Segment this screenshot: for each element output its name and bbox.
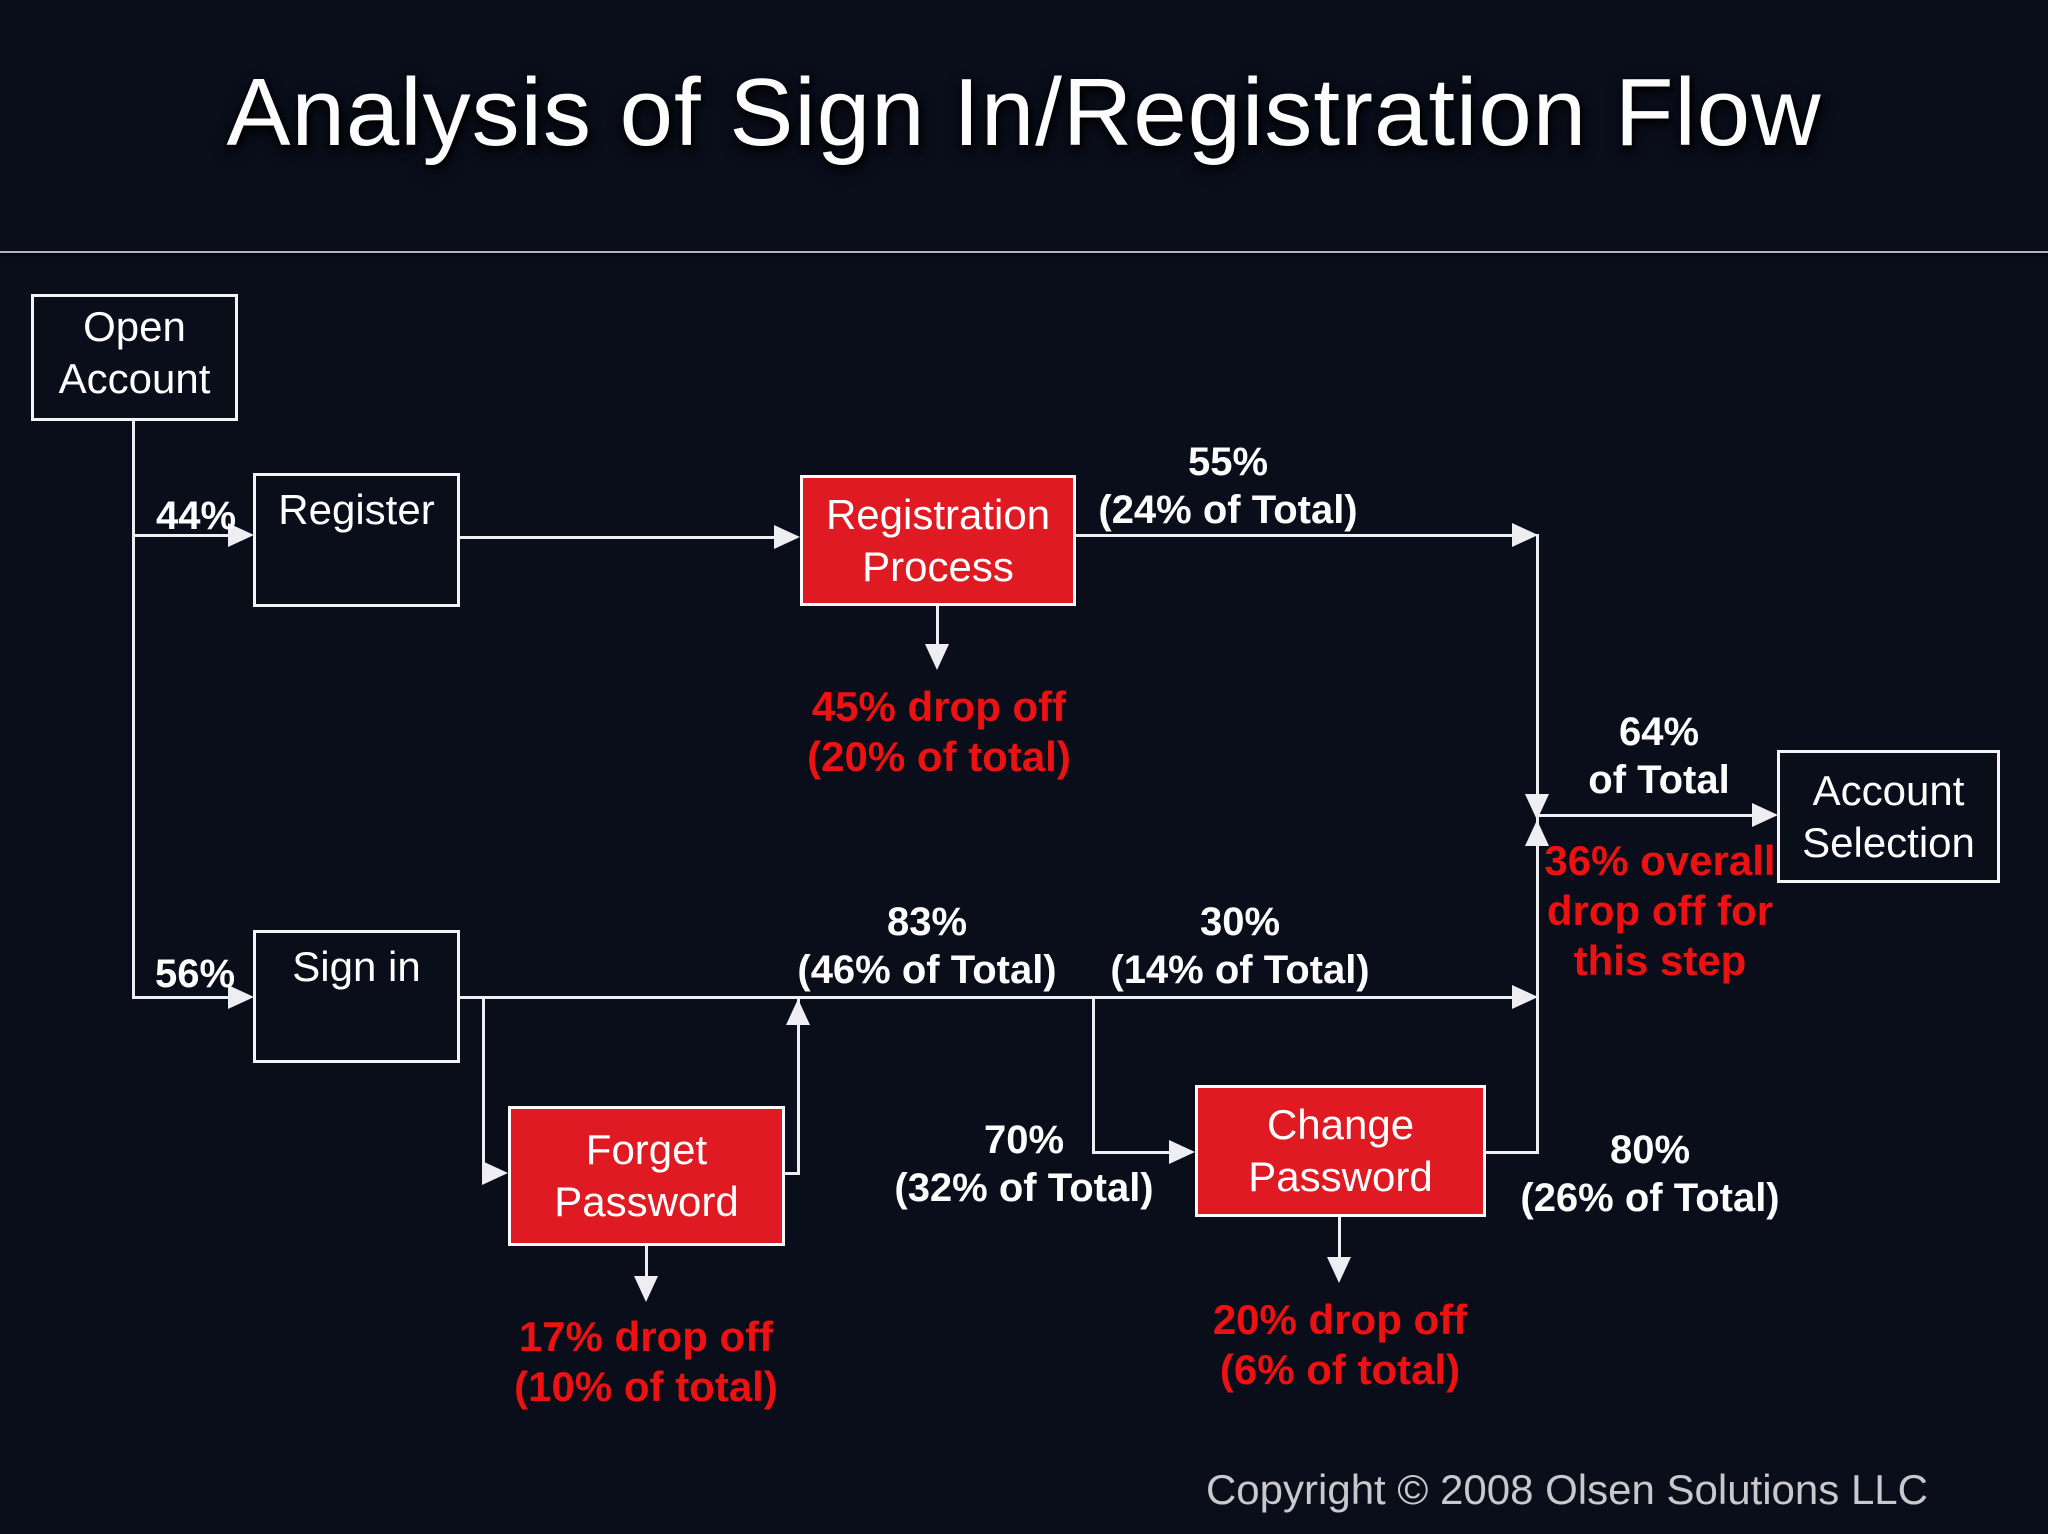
connector-open-register (132, 534, 228, 537)
connector-change-drop (1092, 996, 1095, 1154)
dropoff-label-line: 17% drop off (518, 1313, 774, 1360)
node-label: Sign in (292, 943, 421, 990)
arrowhead-right-icon (1512, 985, 1538, 1009)
connector-rail-selection (1539, 814, 1752, 817)
connector-register-process (460, 536, 774, 539)
edge-label-44pct: 44% (155, 494, 237, 538)
dropoff-label-line: (10% of total) (514, 1363, 778, 1410)
arrowhead-down-icon (1327, 1257, 1351, 1283)
arrowhead-right-icon (1752, 803, 1778, 827)
dropoff-label-forget: 17% drop off (10% of total) (514, 1312, 778, 1412)
node-sign-in: Sign in (253, 930, 460, 1063)
arrowhead-right-icon (228, 985, 254, 1009)
edge-label-line: 83% (886, 900, 968, 944)
dropoff-label-line: (20% of total) (807, 733, 1071, 780)
node-label: Selection (1802, 818, 1975, 866)
page-title: Analysis of Sign In/Registration Flow (226, 59, 1822, 166)
arrowhead-down-icon (634, 1276, 658, 1302)
edge-label-30pct: 30% (14% of Total) (1110, 898, 1369, 994)
dropoff-label-line: drop off for (1546, 887, 1774, 934)
node-label: Forget (585, 1126, 708, 1173)
connector-forget-return-h (785, 1172, 800, 1175)
dropoff-label-line: 45% drop off (811, 683, 1067, 730)
connector-process-rail (1076, 534, 1512, 537)
node-forget-password: Forget Password (508, 1106, 785, 1246)
edge-label-55pct: 55% (24% of Total) (1098, 438, 1357, 534)
edge-label-80pct: 80% (26% of Total) (1520, 1126, 1779, 1222)
edge-label-line: 30% (1199, 900, 1281, 944)
node-label: Password (554, 1178, 739, 1225)
arrowhead-right-icon (482, 1161, 508, 1185)
arrowhead-right-icon (1169, 1140, 1195, 1164)
arrowhead-right-icon (1512, 523, 1538, 547)
dropoff-label-overall: 36% overall drop off for this step (1544, 836, 1775, 986)
edge-label-line: of Total (1588, 758, 1730, 802)
edge-label-64pct: 64% of Total (1588, 708, 1729, 804)
dropoff-arrow-registration (936, 606, 939, 646)
dropoff-arrow-change (1338, 1217, 1341, 1259)
connector-forget-drop (482, 996, 485, 1174)
edge-label-line: (32% of Total) (894, 1166, 1154, 1210)
edge-label-83pct: 83% (46% of Total) (797, 898, 1056, 994)
node-open-account: Open Account (31, 294, 238, 421)
node-label: Process (862, 542, 1014, 590)
edge-label-line: 80% (1609, 1128, 1691, 1172)
node-label: Registration (825, 490, 1051, 538)
edge-label-line: 55% (1187, 440, 1269, 484)
node-label: Account (1812, 766, 1965, 814)
arrowhead-right-icon (228, 523, 254, 547)
edge-label-line: 70% (983, 1118, 1065, 1162)
edge-label-line: 64% (1618, 710, 1700, 754)
connector-change-out (1486, 1151, 1539, 1154)
node-label: Open (83, 303, 186, 350)
node-label: Register (278, 486, 435, 533)
edge-label-70pct: 70% (32% of Total) (894, 1116, 1153, 1212)
node-label: Change (1266, 1101, 1415, 1148)
node-account-selection: Account Selection (1777, 750, 2000, 883)
connector-open-signin (132, 996, 228, 999)
connector-change-in (1092, 1151, 1170, 1154)
edge-label-56pct: 56% (154, 952, 236, 996)
dropoff-label-registration: 45% drop off (20% of total) (807, 682, 1071, 782)
node-label: Password (1248, 1153, 1433, 1200)
dropoff-label-line: 36% overall (1544, 837, 1776, 884)
connector-signin-rail (460, 996, 1512, 999)
node-register: Register (253, 473, 460, 607)
arrowhead-up-icon (786, 999, 810, 1025)
edge-label-line: (26% of Total) (1520, 1176, 1780, 1220)
dropoff-label-line: this step (1573, 937, 1747, 984)
edge-label-line: (14% of Total) (1110, 948, 1370, 992)
arrowhead-down-icon (925, 644, 949, 670)
arrowhead-up-icon (1525, 820, 1549, 846)
edge-label-line: (46% of Total) (797, 948, 1057, 992)
dropoff-label-line: 20% drop off (1212, 1296, 1468, 1343)
node-label: Account (58, 355, 211, 402)
connector-trunk (132, 421, 135, 999)
node-change-password: Change Password (1195, 1085, 1486, 1217)
arrowhead-right-icon (774, 525, 800, 549)
copyright-text: Copyright © 2008 Olsen Solutions LLC (1205, 1466, 1928, 1513)
edge-label-line: (24% of Total) (1098, 488, 1358, 532)
title-separator (0, 251, 2048, 253)
connector-forget-return-v (797, 999, 800, 1175)
dropoff-arrow-forget (645, 1246, 648, 1278)
dropoff-label-change: 20% drop off (6% of total) (1213, 1295, 1467, 1395)
dropoff-label-line: (6% of total) (1219, 1346, 1461, 1393)
node-registration-process: Registration Process (800, 475, 1076, 606)
